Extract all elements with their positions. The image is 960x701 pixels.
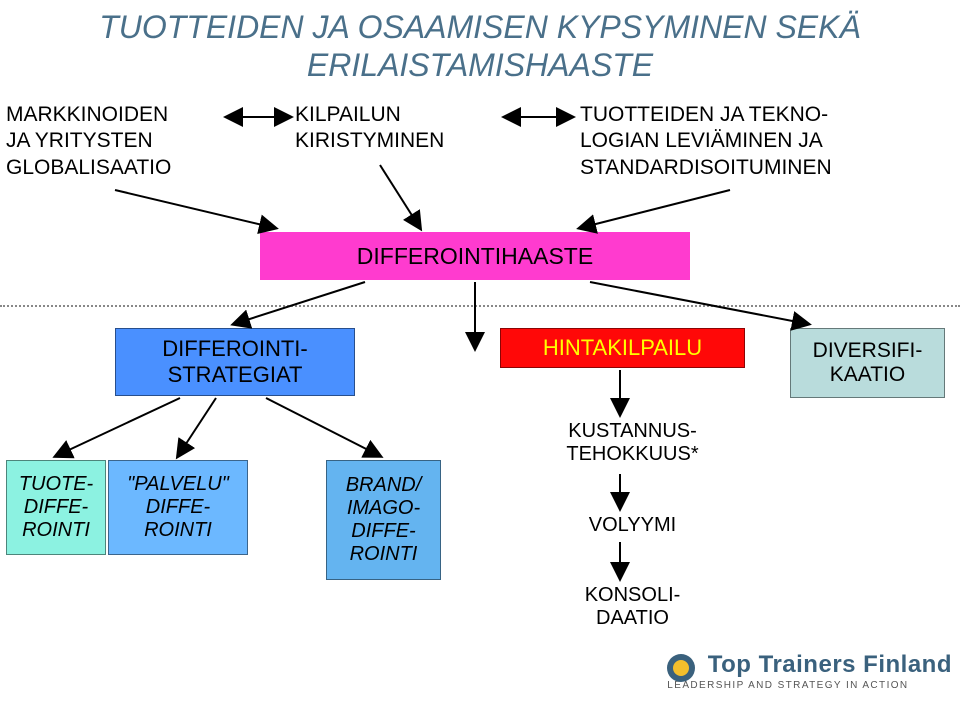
text-konsolidaatio: KONSOLI-DAATIO: [535, 584, 730, 630]
text-volyymi: VOLYYMI: [535, 514, 730, 537]
dotted-divider: [0, 305, 960, 307]
brand-label: BRAND/IMAGO-DIFFE-ROINTI: [346, 474, 422, 566]
box-palvelu-differointi: "PALVELU"DIFFE-ROINTI: [108, 460, 248, 555]
diff-strat-label: DIFFEROINTI-STRATEGIAT: [162, 336, 307, 388]
box-diff-strategies: DIFFEROINTI-STRATEGIAT: [115, 328, 355, 396]
center-box-label: DIFFEROINTIHAASTE: [357, 243, 593, 270]
text-kustannustehokkuus: KUSTANNUS-TEHOKKUUS*: [535, 420, 730, 466]
box-tuote-differointi: TUOTE-DIFFE-ROINTI: [6, 460, 106, 555]
box-hintakilpailu: HINTAKILPAILU: [500, 328, 745, 368]
palvelu-label: "PALVELU"DIFFE-ROINTI: [127, 473, 229, 542]
title-line-1: TUOTTEIDEN JA OSAAMISEN KYPSYMINEN SEKÄ: [99, 9, 861, 45]
logo-subtitle: LEADERSHIP AND STRATEGY IN ACTION: [667, 680, 952, 691]
top-block-tech: TUOTTEIDEN JA TEKNO-LOGIAN LEVIÄMINEN JA…: [580, 102, 832, 181]
logo-icon: [667, 654, 695, 682]
box-brand-differointi: BRAND/IMAGO-DIFFE-ROINTI: [326, 460, 441, 580]
hinta-label: HINTAKILPAILU: [543, 335, 702, 361]
box-diversifikaatio: DIVERSIFI-KAATIO: [790, 328, 945, 398]
tuote-label: TUOTE-DIFFE-ROINTI: [19, 473, 93, 542]
center-box-differointihaaste: DIFFEROINTIHAASTE: [260, 232, 690, 280]
brand-logo: Top Trainers Finland LEADERSHIP AND STRA…: [667, 651, 952, 691]
logo-brand-text: Top Trainers Finland: [708, 651, 952, 678]
top-block-competition: KILPAILUNKIRISTYMINEN: [295, 102, 444, 155]
divers-label: DIVERSIFI-KAATIO: [813, 339, 923, 387]
page-title: TUOTTEIDEN JA OSAAMISEN KYPSYMINEN SEKÄ …: [0, 8, 960, 85]
title-line-2: ERILAISTAMISHAASTE: [307, 47, 653, 83]
top-block-markets: MARKKINOIDENJA YRITYSTENGLOBALISAATIO: [6, 102, 171, 181]
